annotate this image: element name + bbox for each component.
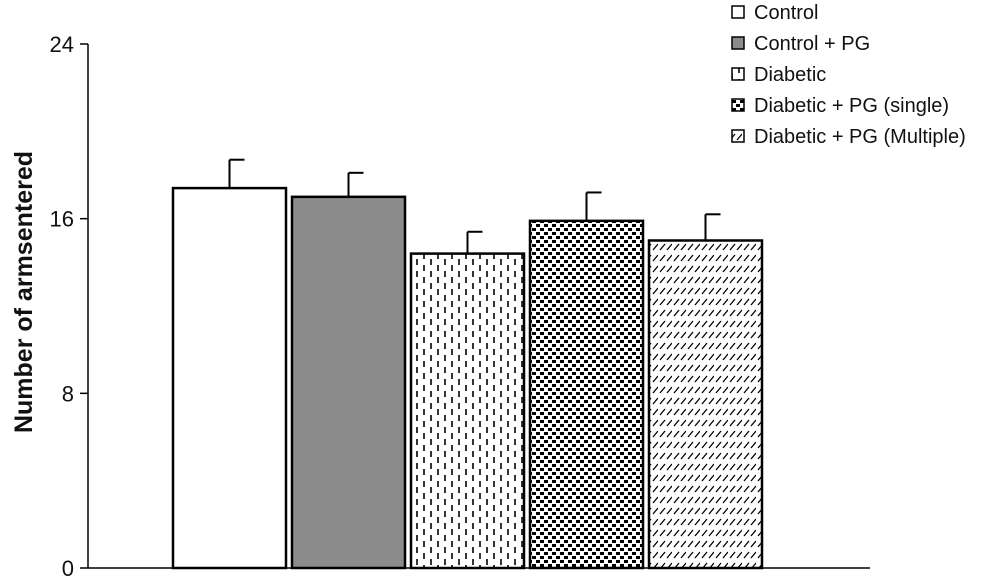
y-axis-ticks: 0 8 16 24: [50, 32, 88, 581]
bar: [528, 219, 645, 570]
bar: [409, 252, 526, 570]
legend-swatch: [731, 98, 745, 112]
y-tick-label: 8: [62, 381, 74, 406]
legend-label: Control + PG: [754, 33, 870, 55]
y-tick-label: 24: [50, 32, 74, 57]
legend-swatch: [731, 36, 745, 50]
legend: Control Control + PG Diabetic Diabetic + PG…: [731, 2, 966, 148]
y-tick-label: 16: [50, 207, 74, 232]
legend-label: Diabetic: [754, 64, 826, 86]
legend-swatch: [731, 129, 745, 143]
y-tick-label: 0: [62, 556, 74, 581]
y-axis-label: Number of armsentered: [10, 151, 38, 433]
bars-group: [171, 158, 764, 570]
legend-label: Diabetic + PG (single): [754, 95, 949, 117]
legend-label: Diabetic + PG (Multiple): [754, 126, 966, 148]
legend-swatch: [731, 5, 745, 19]
legend-label: Control: [754, 2, 818, 24]
bar: [171, 186, 288, 570]
bar: [290, 195, 407, 570]
bar: [647, 239, 764, 570]
legend-swatch: [731, 67, 745, 81]
